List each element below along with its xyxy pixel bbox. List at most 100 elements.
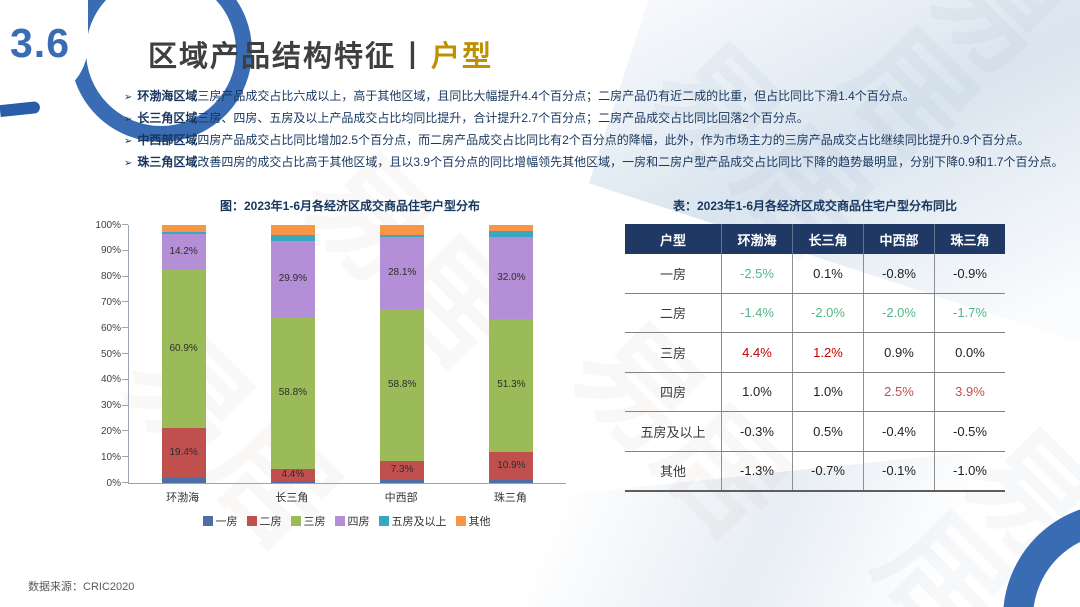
bar-segment: 29.9% (270, 240, 315, 318)
bar-segment (489, 225, 534, 232)
y-axis-tick-label: 70% (100, 296, 121, 308)
decor-accent-bar (0, 100, 41, 118)
table-header-cell: 珠三角 (950, 232, 990, 248)
x-axis-label: 珠三角 (493, 492, 527, 504)
bullet-item: ➢ 珠三角区域改善四房的成交占比高于其他区域，且以3.9个百分点的同比增幅领先其他… (124, 152, 1074, 174)
y-axis-tick-label: 40% (100, 374, 121, 386)
table-cell-value: -0.4% (864, 412, 935, 451)
y-axis-tick-label: 10% (100, 451, 121, 463)
table-cell-value: -0.3% (722, 412, 793, 451)
chart-title: 图：2023年1-6月各经济区成交商品住宅户型分布 (219, 199, 481, 213)
y-axis-tick-label: 100% (95, 219, 121, 231)
data-source-note: 数据来源：CRIC2020 (28, 581, 135, 593)
bullet-region-bold: 环渤海区域 (137, 89, 198, 103)
stacked-bar: 19.4% 60.9% 14.2% (161, 225, 206, 483)
y-axis-tick-mark (122, 353, 128, 354)
bar-segment-label: 29.9% (278, 273, 308, 285)
bullet-item: ➢ 长三角区域三房、四房、五房及以上产品成交占比均同比提升，合计提升2.7个百分点… (124, 108, 1074, 130)
bar-segment: 32.0% (489, 236, 534, 320)
table-cell-value: 0.1% (793, 254, 864, 293)
y-axis-tick-mark (122, 275, 128, 277)
y-axis-tick-label: 80% (100, 271, 121, 283)
bullet-region-bold: 珠三角区域 (137, 155, 198, 169)
bar-segment: 14.2% (161, 233, 206, 271)
table-cell-value: 4.4% (722, 333, 793, 372)
bar-segment (270, 480, 315, 483)
bar-segment-label: 60.9% (169, 342, 198, 354)
bar-segment (161, 232, 206, 234)
table-cell-value: -0.8% (864, 254, 935, 293)
bar-segment: 28.1% (380, 236, 425, 310)
y-axis-tick-mark (122, 249, 128, 251)
y-axis-tick-mark (122, 404, 128, 406)
bullet-text: 四房产品成交占比同比增加2.5个百分点，而二房产品成交占比同比有2个百分点的降幅… (197, 133, 1030, 147)
bar-segment: 58.8% (270, 317, 315, 470)
legend-label: 五房及以上 (391, 516, 447, 528)
legend-swatch (378, 516, 389, 526)
bar-segment (380, 234, 425, 237)
bullet-item: ➢ 中西部区域四房产品成交占比同比增加2.5个百分点，而二房产品成交占比同比有2个… (124, 130, 1074, 152)
y-axis-tick-mark (122, 224, 128, 225)
table-cell-value: -2.0% (793, 293, 864, 332)
y-axis-tick-label: 30% (100, 400, 121, 412)
table-cell-value: 0.9% (864, 333, 935, 372)
table-cell-value: -0.7% (793, 451, 864, 490)
table-cell-value: 3.9% (955, 384, 985, 400)
stacked-bar: 4.4% 58.8% 29.9% (270, 225, 315, 483)
bar-segment-label: 10.9% (497, 459, 526, 471)
decor-ring-bottom-right (1003, 503, 1080, 607)
yoy-table: 户型 环渤海 长三角 中西部 珠三角 一房 -2.5% 0.1% -0.8% -0.9% 二房 -1… (625, 224, 1005, 492)
table-header-cell: 中西部 (864, 224, 935, 254)
stacked-bar-chart: 19.4% 60.9% 14.2% 4.4% 58.8% 29.9% 7.3% 58.8% 28… (95, 220, 566, 489)
chart-legend: 一房 二房 三房 四房 五房及以上 其他 (128, 513, 565, 529)
legend-label: 二房 (259, 516, 282, 528)
bullet-arrow-icon: ➢ (124, 114, 133, 125)
table-cell-value: 0.0% (955, 344, 985, 360)
bullet-region-bold: 长三角区域 (137, 111, 198, 125)
table-header-cell: 环渤海 (722, 224, 793, 254)
bullet-item: ➢ 环渤海区域三房产品成交占比六成以上，高于其他区域，且同比大幅提升4.4个百分点… (124, 86, 1074, 108)
chart-x-axis-labels: 环渤海 长三角 中西部 珠三角 (128, 489, 565, 505)
table-header-row: 户型 环渤海 长三角 中西部 珠三角 (625, 224, 1005, 254)
bar-segment-label: 19.4% (169, 446, 198, 458)
page-title-separator: 丨 (398, 41, 430, 73)
bar-segment-label: 58.8% (278, 387, 308, 399)
table-header-cell: 长三角 (793, 224, 864, 254)
legend-swatch (202, 516, 213, 526)
bullet-region-bold: 中西部区域 (137, 133, 198, 147)
bar-segment-label: 28.1% (387, 267, 417, 279)
table-row: 四房 1.0% 1.0% 2.5% 3.9% (625, 372, 1005, 412)
y-axis-tick-label: 60% (100, 322, 121, 334)
table-cell-label: 一房 (625, 254, 722, 293)
y-axis-tick-label: 50% (100, 348, 121, 360)
bar-segment-label: 51.3% (497, 379, 526, 391)
bar-segment (380, 479, 425, 483)
legend-item: 四房 (334, 513, 370, 529)
bar-segment (270, 235, 315, 241)
bullet-text: 改善四房的成交占比高于其他区域，且以3.9个百分点的同比增幅领先其他区域，一房和… (197, 155, 1064, 169)
legend-label: 一房 (215, 516, 238, 528)
legend-item: 二房 (246, 513, 282, 529)
table-cell-label: 二房 (625, 293, 722, 332)
table-cell-value: 1.0% (793, 372, 864, 411)
chart-bars: 19.4% 60.9% 14.2% 4.4% 58.8% 29.9% 7.3% 58.8% 28… (129, 225, 566, 483)
bar-segment-label: 7.3% (390, 464, 414, 476)
bullet-arrow-icon: ➢ (124, 158, 133, 169)
y-axis-tick-mark (122, 482, 128, 483)
bar-segment: 51.3% (489, 319, 534, 452)
y-axis-tick-mark (122, 456, 128, 458)
table-title: 表：2023年1-6月各经济区成交商品住宅户型分布同比 (672, 199, 958, 213)
y-axis-tick-mark (122, 301, 128, 303)
table-cell-label: 其他 (625, 451, 722, 490)
bar-segment-label: 14.2% (169, 246, 198, 258)
bar-segment: 58.8% (380, 309, 425, 462)
table-cell-value: -0.1% (864, 451, 935, 490)
table-cell-value: -1.4% (722, 293, 793, 332)
table-cell-value: -1.3% (722, 451, 793, 490)
table-cell-value: 2.5% (864, 372, 935, 411)
y-axis-tick-mark (122, 378, 128, 380)
legend-item: 三房 (290, 513, 326, 529)
bar-segment (161, 225, 206, 233)
bullet-arrow-icon: ➢ (124, 136, 133, 147)
stacked-bar: 7.3% 58.8% 28.1% (380, 225, 425, 483)
